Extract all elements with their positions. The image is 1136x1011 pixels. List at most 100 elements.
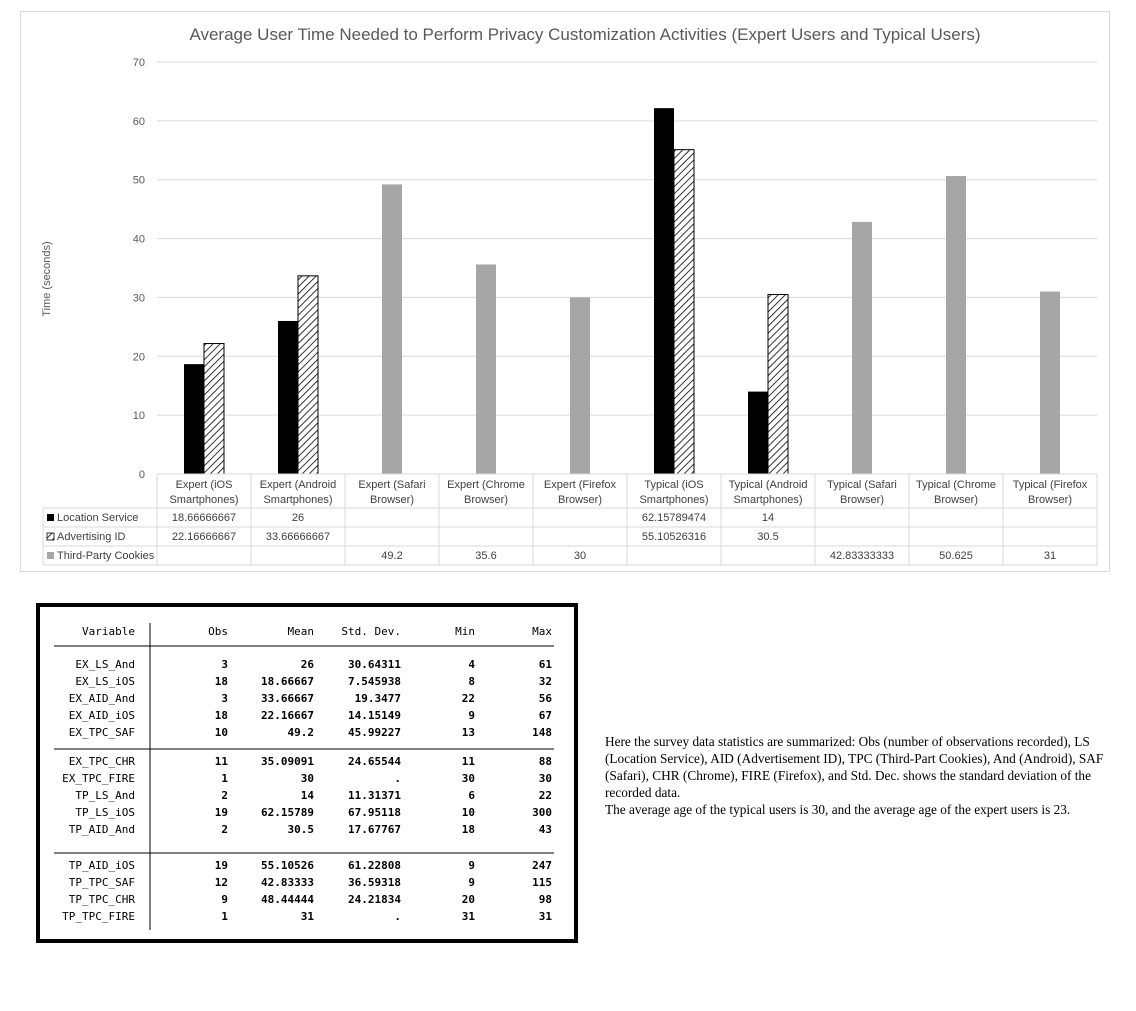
stats-header-cell: Mean — [288, 625, 315, 638]
legend-label: Third-Party Cookies — [57, 550, 155, 562]
chart-title: Average User Time Needed to Perform Priv… — [189, 25, 980, 44]
category-label: Typical (Android — [729, 479, 808, 491]
chart-frame: Average User Time Needed to Perform Priv… — [20, 11, 1110, 572]
stats-value: 3 — [221, 658, 228, 671]
y-tick-label: 40 — [133, 234, 145, 246]
data-label: 14 — [762, 512, 774, 524]
y-tick-label: 10 — [133, 410, 145, 422]
stats-value: 22 — [462, 692, 475, 705]
category-label: Typical (Safari — [827, 479, 897, 491]
stats-value: 4 — [468, 658, 475, 671]
bars — [184, 108, 1060, 475]
stats-header-cell: Max — [532, 625, 552, 638]
stats-value: 56 — [539, 692, 553, 705]
category-label: Browser) — [370, 494, 414, 506]
stats-value: 24.65544 — [348, 755, 401, 768]
stats-value: 11 — [462, 755, 476, 768]
stats-header-cell: Variable — [82, 625, 135, 638]
y-tick-label: 0 — [139, 469, 145, 481]
stats-value: 10 — [462, 806, 475, 819]
stats-header-cell: Std. Dev. — [341, 625, 401, 638]
legend-swatch — [47, 514, 54, 521]
stats-value: 61.22808 — [348, 859, 401, 872]
category-label: Smartphones) — [639, 494, 708, 506]
category-label: Smartphones) — [733, 494, 802, 506]
category-label: Typical (iOS — [644, 479, 703, 491]
data-label: 50.625 — [939, 550, 973, 562]
legend-swatch — [47, 552, 54, 559]
bar — [1040, 291, 1060, 474]
stats-value: 33.66667 — [261, 692, 314, 705]
stats-value: 6 — [468, 789, 475, 802]
stats-value: 49.2 — [288, 726, 315, 739]
bar — [852, 221, 872, 474]
category-label: Smartphones) — [169, 494, 238, 506]
stats-value: 18 — [462, 823, 475, 836]
stats-value: 3 — [221, 692, 228, 705]
summary-statistics-table: Variable Obs Mean Std. Dev. Min Max EX_LS_And 3… — [36, 603, 578, 943]
bar — [946, 176, 966, 475]
data-label: 35.6 — [475, 550, 496, 562]
data-label: 55.10526316 — [642, 531, 706, 543]
category-label: Browser) — [934, 494, 978, 506]
data-label: 31 — [1044, 550, 1056, 562]
stats-variable-name: TP_LS_And — [75, 789, 135, 802]
bar — [382, 184, 402, 474]
stats-value: . — [394, 772, 401, 785]
stats-value: 11.31371 — [348, 789, 401, 802]
stats-value: 31 — [462, 910, 476, 923]
data-label: 62.15789474 — [642, 512, 706, 524]
stats-value: 19 — [215, 806, 228, 819]
stats-variable-name: EX_TPC_FIRE — [62, 772, 135, 785]
stats-table-canvas: Variable Obs Mean Std. Dev. Min Max EX_LS_And 3… — [54, 623, 554, 930]
stats-value: 9 — [468, 709, 475, 722]
stats-value: 43 — [539, 823, 552, 836]
stats-variable-name: TP_LS_iOS — [75, 806, 135, 819]
legend-swatch — [46, 532, 55, 541]
bar — [297, 275, 319, 475]
stats-variable-name: EX_AID_iOS — [69, 709, 135, 722]
stats-variable-name: EX_TPC_SAF — [69, 726, 135, 739]
stats-value: 18.66667 — [261, 675, 314, 688]
category-label: Expert (Android — [260, 479, 336, 491]
stats-value: 19 — [215, 859, 228, 872]
bar — [748, 391, 768, 474]
data-table: Expert (iOS Smartphones) Expert (Android Sm… — [42, 473, 1098, 566]
stats-value: 10 — [215, 726, 228, 739]
stats-value: 2 — [221, 823, 228, 836]
stats-variable-name: EX_TPC_CHR — [69, 755, 136, 768]
stats-value: 300 — [532, 806, 552, 819]
stats-value: 1 — [221, 772, 228, 785]
stats-value: 67 — [539, 709, 552, 722]
stats-variable-name: EX_AID_And — [69, 692, 135, 705]
stats-variable-name: TP_TPC_FIRE — [62, 910, 135, 923]
stats-value: . — [394, 910, 401, 923]
y-tick-label: 50 — [133, 175, 145, 187]
stats-value: 14.15149 — [348, 709, 401, 722]
stats-value: 42.83333 — [261, 876, 314, 889]
category-label: Typical (Firefox — [1013, 479, 1088, 491]
bar-chart: Average User Time Needed to Perform Priv… — [41, 25, 1098, 566]
stats-value: 22 — [539, 789, 552, 802]
stats-variable-name: EX_LS_And — [75, 658, 135, 671]
notes-text: Here the survey data statistics are summ… — [605, 733, 1105, 818]
stats-value: 24.21834 — [348, 893, 401, 906]
data-label: 49.2 — [381, 550, 402, 562]
stats-value: 62.15789 — [261, 806, 314, 819]
data-label: 26 — [292, 512, 304, 524]
stats-value: 30 — [539, 772, 552, 785]
stats-value: 20 — [462, 893, 475, 906]
stats-value: 36.59318 — [348, 876, 401, 889]
legend-label: Location Service — [57, 512, 138, 524]
stats-variable-name: TP_AID_iOS — [69, 859, 135, 872]
y-axis-ticks: 0 10 20 30 40 50 60 70 — [133, 57, 145, 481]
stats-value: 55.10526 — [261, 859, 314, 872]
stats-value: 12 — [215, 876, 228, 889]
y-tick-label: 30 — [133, 292, 145, 304]
stats-variable-name: TP_TPC_CHR — [69, 893, 136, 906]
stats-value: 31 — [301, 910, 315, 923]
stats-value: 9 — [468, 876, 475, 889]
category-label: Browser) — [558, 494, 602, 506]
category-label: Expert (Firefox — [544, 479, 617, 491]
stats-value: 22.16667 — [261, 709, 314, 722]
